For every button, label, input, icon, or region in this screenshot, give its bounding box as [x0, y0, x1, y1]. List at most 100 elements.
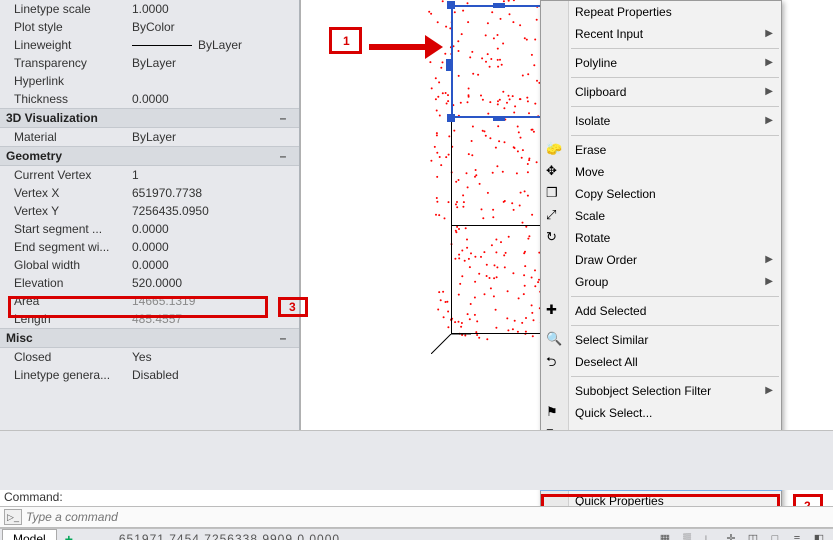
prop-row[interactable]: Linetype scale 1.0000: [0, 0, 299, 18]
prop-value[interactable]: ByLayer: [132, 130, 299, 144]
qsel-icon: ⚑: [546, 404, 564, 422]
collapse-icon[interactable]: –: [277, 331, 289, 345]
prop-value[interactable]: 1: [132, 168, 299, 182]
menu-item-label: Rotate: [575, 231, 610, 245]
menu-item-copy-selection[interactable]: ❐Copy Selection: [541, 183, 781, 205]
grip-handle[interactable]: [447, 114, 455, 122]
submenu-arrow-icon: ▶: [765, 28, 773, 39]
rotate-icon: ↻: [546, 229, 564, 247]
model-space-icon[interactable]: ▦: [657, 531, 673, 540]
lineweight-icon[interactable]: ≡: [789, 531, 805, 540]
prop-row[interactable]: Linetype genera... Disabled: [0, 366, 299, 384]
menu-item-erase[interactable]: 🧽Erase: [541, 139, 781, 161]
add-icon: ✚: [546, 302, 564, 320]
copy-icon: ❐: [546, 185, 564, 203]
menu-item-repeat-properties[interactable]: Repeat Properties: [541, 1, 781, 23]
osnap-icon[interactable]: □: [767, 531, 783, 540]
menu-item-clipboard[interactable]: Clipboard▶: [541, 81, 781, 103]
bottom-area: Command: ▷_ Model + 651971.7454 7256338.…: [0, 430, 833, 540]
menu-item-scale[interactable]: ⤢Scale: [541, 205, 781, 227]
prop-row[interactable]: Vertex X 651970.7738: [0, 184, 299, 202]
prop-value[interactable]: 651970.7738: [132, 186, 299, 200]
prop-value[interactable]: 7256435.0950: [132, 204, 299, 218]
prop-row[interactable]: Hyperlink: [0, 72, 299, 90]
grip-handle[interactable]: [447, 1, 455, 9]
menu-item-rotate[interactable]: ↻ Rotate: [541, 227, 781, 249]
prop-label: Lineweight: [14, 38, 132, 52]
prop-value[interactable]: 0.0000: [132, 240, 299, 254]
snap-icon[interactable]: ∟: [701, 531, 717, 540]
prop-row[interactable]: Start segment ... 0.0000: [0, 220, 299, 238]
menu-separator: [571, 296, 779, 297]
menu-separator: [571, 77, 779, 78]
selected-polyline[interactable]: [451, 5, 546, 118]
prop-row[interactable]: Closed Yes: [0, 348, 299, 366]
prop-label: Hyperlink: [14, 74, 132, 88]
erase-icon: 🧽: [546, 141, 564, 159]
prop-row-elevation[interactable]: Elevation 520.0000: [0, 274, 299, 292]
menu-item-group[interactable]: Group▶: [541, 271, 781, 293]
menu-item-label: Recent Input: [575, 27, 643, 41]
prop-row[interactable]: End segment wi... 0.0000: [0, 238, 299, 256]
submenu-arrow-icon: ▶: [765, 385, 773, 396]
menu-item-quick-select[interactable]: ⚑Quick Select...: [541, 402, 781, 424]
prop-label: Vertex X: [14, 186, 132, 200]
grid-icon[interactable]: ▒: [679, 531, 695, 540]
prop-row[interactable]: Vertex Y 7256435.0950: [0, 202, 299, 220]
status-bar: Model + 651971.7454 7256338.9909 0.0000 …: [0, 528, 833, 540]
prop-value[interactable]: Yes: [132, 350, 299, 364]
menu-item-label: Polyline: [575, 56, 617, 70]
prop-value[interactable]: 0.0000: [132, 222, 299, 236]
prop-value[interactable]: ByLayer: [132, 38, 299, 52]
add-layout-button[interactable]: +: [59, 529, 79, 540]
callout-label: 3: [289, 300, 296, 314]
prop-row[interactable]: Current Vertex 1: [0, 166, 299, 184]
command-input[interactable]: [26, 510, 833, 524]
menu-item-subobject-selection-filter[interactable]: Subobject Selection Filter▶: [541, 380, 781, 402]
menu-item-add-selected[interactable]: ✚Add Selected: [541, 300, 781, 322]
command-line[interactable]: ▷_: [0, 506, 833, 528]
menu-item-draw-order[interactable]: Draw Order▶: [541, 249, 781, 271]
prop-row[interactable]: Thickness 0.0000: [0, 90, 299, 108]
scale-icon: ⤢: [546, 207, 564, 225]
command-heading: Command:: [4, 490, 63, 504]
prop-row[interactable]: Transparency ByLayer: [0, 54, 299, 72]
prop-value[interactable]: 0.0000: [132, 258, 299, 272]
model-tab[interactable]: Model: [2, 529, 57, 540]
prop-label: Linetype genera...: [14, 368, 132, 382]
prop-label: Thickness: [14, 92, 132, 106]
section-3d-visualization[interactable]: 3D Visualization –: [0, 108, 299, 128]
prop-row[interactable]: Lineweight ByLayer: [0, 36, 299, 54]
collapse-icon[interactable]: –: [277, 149, 289, 163]
ortho-icon[interactable]: ◫: [745, 531, 761, 540]
prop-value[interactable]: 0.0000: [132, 92, 299, 106]
prop-value[interactable]: ByLayer: [132, 56, 299, 70]
submenu-arrow-icon: ▶: [765, 86, 773, 97]
prop-value[interactable]: 520.0000: [132, 276, 299, 290]
menu-item-isolate[interactable]: Isolate▶: [541, 110, 781, 132]
prop-row[interactable]: Global width 0.0000: [0, 256, 299, 274]
grip-midpoint[interactable]: [493, 116, 505, 121]
prop-row[interactable]: Plot style ByColor: [0, 18, 299, 36]
collapse-icon[interactable]: –: [277, 111, 289, 125]
polyline-segment: [451, 226, 546, 334]
prop-value[interactable]: ByColor: [132, 20, 299, 34]
menu-separator: [571, 325, 779, 326]
transparency-icon[interactable]: ◧: [811, 531, 827, 540]
prop-value[interactable]: 1.0000: [132, 2, 299, 16]
polar-icon[interactable]: ✛: [723, 531, 739, 540]
menu-item-select-similar[interactable]: 🔍Select Similar: [541, 329, 781, 351]
section-geometry[interactable]: Geometry –: [0, 146, 299, 166]
prop-value[interactable]: Disabled: [132, 368, 299, 382]
command-chevron-icon[interactable]: ▷_: [4, 509, 22, 525]
submenu-arrow-icon: ▶: [765, 276, 773, 287]
menu-item-polyline[interactable]: Polyline▶: [541, 52, 781, 74]
menu-item-deselect-all[interactable]: ⮌Deselect All: [541, 351, 781, 373]
prop-label: Plot style: [14, 20, 132, 34]
section-misc[interactable]: Misc –: [0, 328, 299, 348]
prop-row[interactable]: Material ByLayer: [0, 128, 299, 146]
polyline-notch: [431, 334, 471, 354]
menu-item-recent-input[interactable]: Recent Input ▶: [541, 23, 781, 45]
menu-item-move[interactable]: ✥Move: [541, 161, 781, 183]
grip-midpoint[interactable]: [493, 3, 505, 8]
